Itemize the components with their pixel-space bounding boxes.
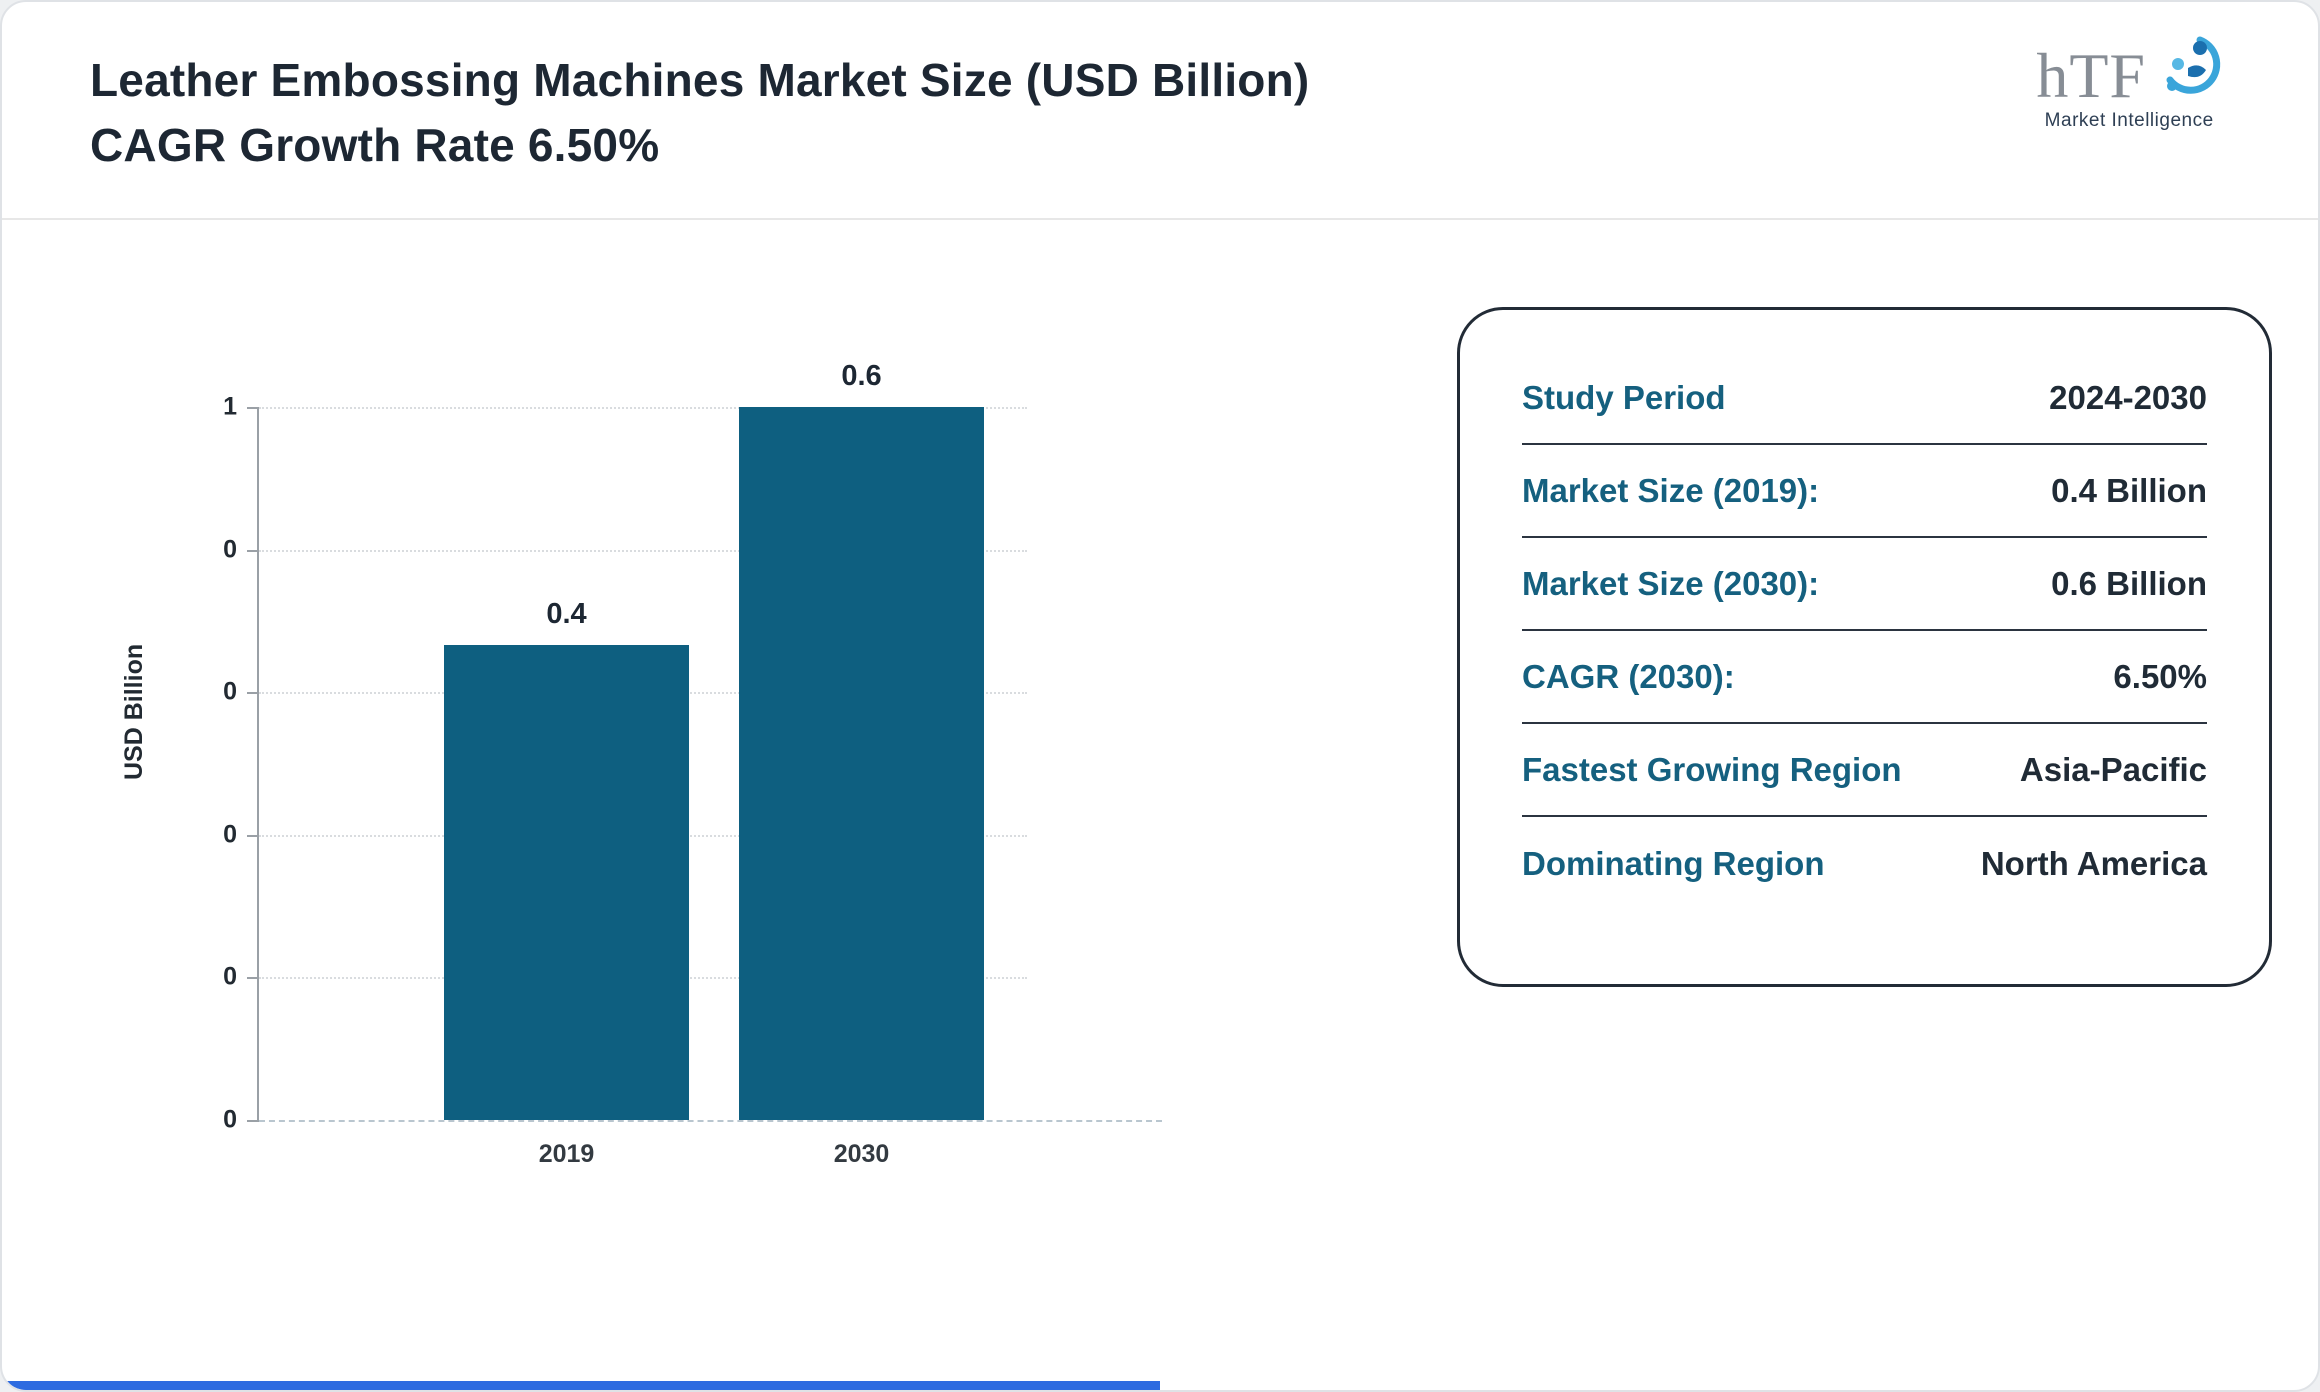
y-tick xyxy=(247,692,259,695)
bar-chart: USD Billion 1 0 0 0 0 0 0.4 xyxy=(2,220,1302,1220)
bar-group-2030: 0.6 2030 xyxy=(739,360,984,1168)
summary-label: Market Size (2019): xyxy=(1522,471,1820,509)
y-tick-label: 0 xyxy=(223,535,237,564)
gridline xyxy=(259,549,1027,552)
htf-logo-text: hTF xyxy=(2036,40,2146,111)
summary-label: CAGR (2030): xyxy=(1522,657,1735,695)
summary-row-market-size-2030: Market Size (2030): 0.6 Billion xyxy=(1522,538,2207,631)
bar-value-2030: 0.6 xyxy=(841,360,882,392)
summary-row-fastest-growing-region: Fastest Growing Region Asia-Pacific xyxy=(1522,724,2207,817)
y-tick-label: 0 xyxy=(223,820,237,849)
summary-label: Market Size (2030): xyxy=(1522,564,1820,602)
summary-value: Asia-Pacific xyxy=(2019,750,2207,788)
bar-value-2019: 0.4 xyxy=(546,597,587,630)
summary-label: Fastest Growing Region xyxy=(1522,750,1902,788)
y-tick-label: 0 xyxy=(223,1105,237,1134)
x-axis-label-2019: 2019 xyxy=(538,1140,595,1168)
y-tick xyxy=(247,407,259,409)
chart-plot-area: 1 0 0 0 0 0 0.4 2019 0.6 2030 xyxy=(223,360,1162,1168)
gridline xyxy=(259,407,1027,409)
htf-logo-tagline: Market Intelligence xyxy=(2044,110,2214,131)
y-axis-title: USD Billion xyxy=(120,643,148,780)
y-tick xyxy=(247,549,259,552)
y-tick xyxy=(247,1120,259,1122)
y-tick-label: 1 xyxy=(223,392,237,421)
bottom-accent-bar xyxy=(2,1381,1160,1390)
bar-group-2019: 0.4 2019 xyxy=(444,407,689,1168)
summary-value: 0.4 Billion xyxy=(2051,471,2207,509)
header: Leather Embossing Machines Market Size (… xyxy=(2,2,2318,220)
summary-row-study-period: Study Period 2024-2030 xyxy=(1522,352,2207,445)
htf-logo: hTF Market Intelligence xyxy=(2036,34,2222,132)
htf-logo-mark: hTF xyxy=(2036,34,2222,108)
htf-swoosh-icon xyxy=(2166,36,2221,94)
summary-row-market-size-2019: Market Size (2019): 0.4 Billion xyxy=(1522,445,2207,538)
summary-value: 6.50% xyxy=(2113,657,2207,695)
bar-2019 xyxy=(444,644,689,1120)
y-tick-label: 0 xyxy=(223,677,237,706)
y-tick-label: 0 xyxy=(223,962,237,991)
x-axis-baseline xyxy=(259,1120,1162,1122)
header-divider xyxy=(2,218,2318,220)
x-axis-label-2030: 2030 xyxy=(833,1140,890,1168)
bar-2030 xyxy=(739,407,984,1120)
y-tick xyxy=(247,977,259,980)
summary-row-cagr: CAGR (2030): 6.50% xyxy=(1522,631,2207,724)
summary-value: 0.6 Billion xyxy=(2051,564,2207,602)
summary-row-dominating-region: Dominating Region North America xyxy=(1522,817,2207,910)
page-title: Leather Embossing Machines Market Size (… xyxy=(90,54,1310,172)
y-tick xyxy=(247,834,259,837)
summary-value: 2024-2030 xyxy=(2049,378,2207,416)
market-summary-card: Study Period 2024-2030 Market Size (2019… xyxy=(1457,307,2272,987)
summary-value: North America xyxy=(1980,844,2207,882)
summary-label: Dominating Region xyxy=(1522,844,1825,882)
summary-label: Study Period xyxy=(1522,378,1726,416)
